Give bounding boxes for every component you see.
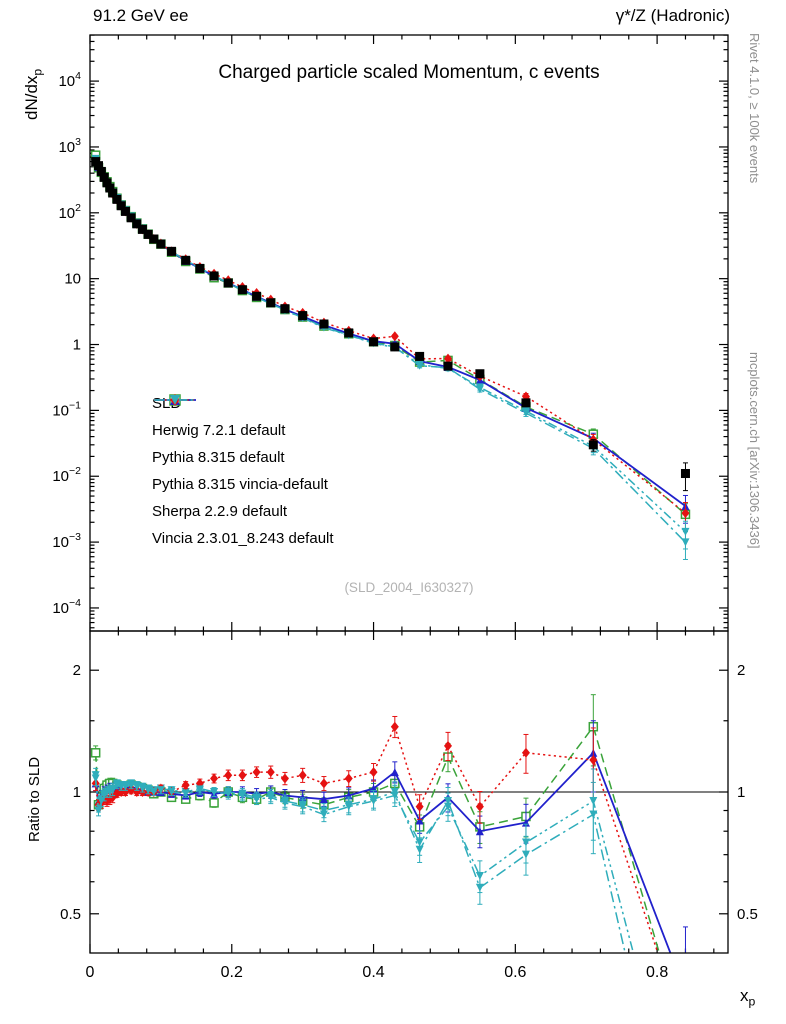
svg-text:103: 103 bbox=[58, 136, 81, 156]
svg-text:102: 102 bbox=[58, 202, 81, 222]
legend-item: Vincia 2.3.01_8.243 default bbox=[152, 395, 334, 552]
svg-text:0.6: 0.6 bbox=[504, 964, 526, 981]
svg-text:0: 0 bbox=[86, 964, 95, 981]
process-label: γ*/Z (Hadronic) bbox=[615, 6, 730, 25]
legend-item-label: Vincia 2.3.01_8.243 default bbox=[152, 530, 334, 547]
svg-text:0.5: 0.5 bbox=[60, 906, 81, 923]
y-axis-label-sub: p bbox=[30, 68, 45, 76]
svg-text:1: 1 bbox=[737, 784, 745, 801]
svg-text:104: 104 bbox=[58, 70, 81, 90]
legend-item: Herwig 7.2.1 default bbox=[152, 394, 334, 444]
svg-text:10: 10 bbox=[64, 271, 81, 288]
legend-item-label: Herwig 7.2.1 default bbox=[152, 422, 286, 439]
svg-text:2: 2 bbox=[737, 662, 745, 679]
beam-energy-label: 91.2 GeV ee bbox=[93, 6, 189, 25]
x-axis-label: xp bbox=[740, 986, 755, 1008]
legend-item-label: Pythia 8.315 vincia-default bbox=[152, 476, 328, 493]
legend-item: Sherpa 2.2.9 default bbox=[152, 394, 334, 525]
svg-text:10−2: 10−2 bbox=[52, 465, 81, 485]
svg-text:0.5: 0.5 bbox=[737, 906, 758, 923]
svg-text:10−3: 10−3 bbox=[52, 531, 81, 551]
mcplots-arxiv-note: mcplots.cern.ch [arXiv:1306.3436] bbox=[747, 352, 762, 549]
legend: SLD Herwig 7.2.1 default Pythia 8.315 defa… bbox=[152, 390, 334, 552]
legend-item: Pythia 8.315 vincia-default bbox=[152, 395, 334, 498]
y-axis-label: dN/dxp bbox=[22, 69, 44, 120]
rivet-version-note: Rivet 4.1.0, ≥ 100k events bbox=[747, 33, 762, 184]
svg-text:1: 1 bbox=[73, 784, 81, 801]
ratio-axis-label: Ratio to SLD bbox=[26, 756, 43, 842]
svg-text:0.2: 0.2 bbox=[221, 964, 243, 981]
svg-text:0.8: 0.8 bbox=[646, 964, 668, 981]
svg-text:2: 2 bbox=[73, 662, 81, 679]
svg-text:1: 1 bbox=[73, 337, 81, 354]
svg-text:10−1: 10−1 bbox=[52, 399, 81, 419]
legend-marker-triangle-down bbox=[154, 395, 196, 405]
plot-title: Charged particle scaled Momentum, c even… bbox=[218, 62, 600, 83]
x-axis-label-sub: p bbox=[748, 994, 756, 1009]
legend-item: Pythia 8.315 default bbox=[152, 395, 334, 471]
x-axis-label-text: x bbox=[740, 986, 749, 1005]
legend-item-label: Pythia 8.315 default bbox=[152, 449, 285, 466]
svg-text:0.4: 0.4 bbox=[362, 964, 384, 981]
legend-item-label: Sherpa 2.2.9 default bbox=[152, 503, 288, 520]
y-axis-label-text: dN/dx bbox=[22, 75, 41, 120]
analysis-id-watermark: (SLD_2004_I630327) bbox=[344, 580, 474, 595]
svg-text:10−4: 10−4 bbox=[52, 597, 81, 617]
